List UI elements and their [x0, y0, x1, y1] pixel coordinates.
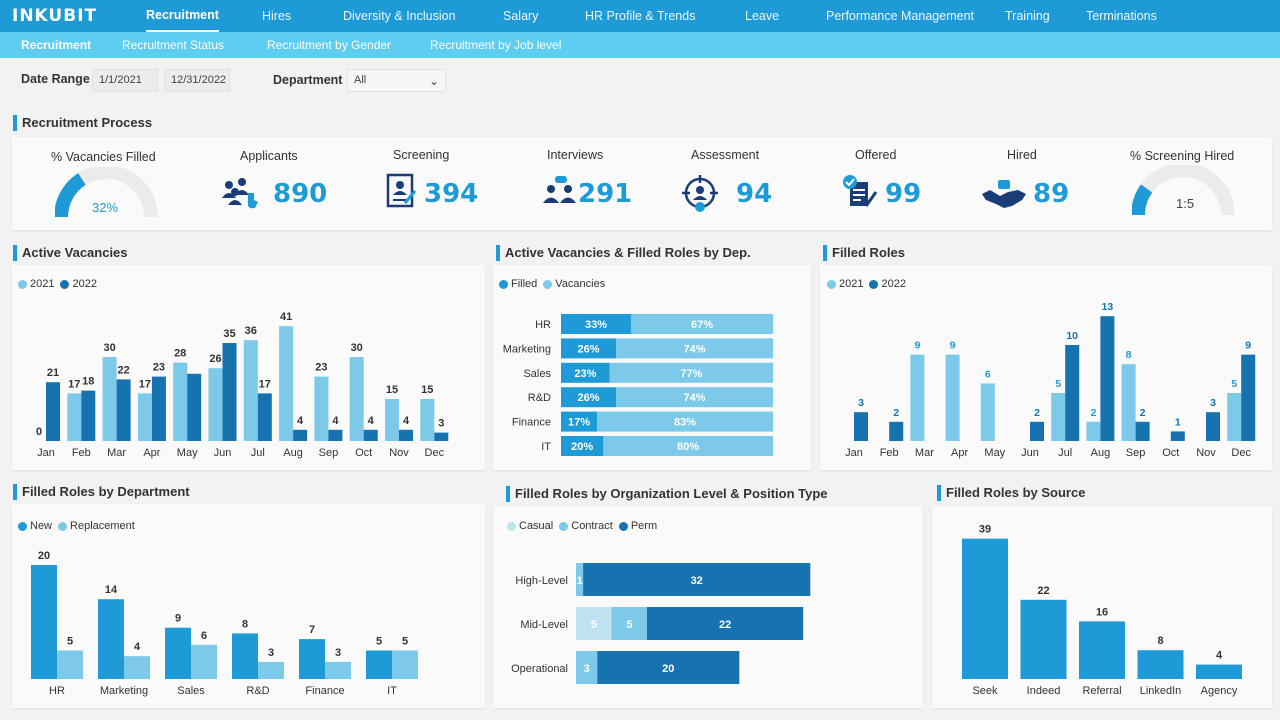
hired-label: Hired [1007, 148, 1037, 162]
subnav-recruitment-by-job-level[interactable]: Recruitment by Job level [430, 38, 562, 52]
legend-dot-replacement [58, 521, 68, 531]
assessment-value: 94 [736, 179, 773, 209]
department-select[interactable]: All ⌄ [347, 69, 446, 92]
nav-terminations[interactable]: Terminations [1086, 9, 1157, 23]
offered-label: Offered [855, 148, 897, 162]
legend-dot-2021 [827, 279, 836, 289]
screening-icon [386, 173, 417, 208]
interviews-label: Interviews [547, 148, 604, 162]
interviews-icon [543, 176, 576, 203]
end-date-input[interactable]: 12/31/2022 [164, 69, 230, 92]
vacancies-filled-value: 32% [92, 200, 119, 215]
brand-logo: INKUBIT [12, 6, 98, 26]
nav-recruitment[interactable]: Recruitment [146, 0, 219, 32]
offered-value: 99 [885, 179, 922, 209]
screening-hired-label: % Screening Hired [1130, 149, 1235, 163]
active-vacancies-title: Active Vacancies [13, 245, 128, 261]
legend-dot-new [18, 521, 27, 531]
applicants-icon [222, 178, 258, 209]
chevron-down-icon: ⌄ [428, 74, 439, 88]
legend-dot-vacancies [543, 279, 553, 289]
screening-label: Screening [393, 148, 450, 162]
filled-roles-panel [820, 265, 1272, 470]
legend-label-2022: 2022 [72, 278, 97, 290]
nav-performance-management[interactable]: Performance Management [826, 9, 974, 23]
subnav-recruitment-status[interactable]: Recruitment Status [122, 38, 225, 52]
filled-by-department-panel [12, 504, 485, 708]
offered-icon [843, 175, 878, 207]
applicants-label: Applicants [240, 149, 298, 163]
handshake-icon [982, 180, 1026, 208]
date-range-label: Date Range [21, 72, 90, 86]
subnav-recruitment-by-gender[interactable]: Recruitment by Gender [267, 38, 392, 52]
top-nav: INKUBIT Recruitment Hires Diversity & In… [0, 0, 1280, 32]
subnav-recruitment[interactable]: Recruitment [21, 38, 92, 52]
nav-leave[interactable]: Leave [745, 9, 780, 23]
nav-salary[interactable]: Salary [503, 9, 539, 23]
legend-label-casual: Casual [519, 520, 554, 532]
applicants-value: 890 [273, 179, 328, 209]
filled-by-source-title: Filled Roles by Source [937, 485, 1085, 501]
filled-by-org-level-title: Filled Roles by Organization Level & Pos… [506, 486, 828, 502]
interviews-value: 291 [578, 179, 633, 209]
screening-hired-gauge [1132, 165, 1234, 216]
start-date-input[interactable]: 1/1/2021 [92, 69, 158, 92]
legend-label-2021: 2021 [30, 278, 55, 290]
assessment-label: Assessment [691, 148, 760, 162]
vacancies-by-dep-panel [493, 265, 811, 470]
vacancies-filled-label: % Vacancies Filled [51, 150, 156, 164]
recruitment-process-title: Recruitment Process [13, 115, 152, 131]
screening-value: 394 [424, 179, 479, 209]
nav-hires[interactable]: Hires [262, 9, 292, 23]
filled-roles-title: Filled Roles [823, 245, 905, 261]
vacancies-filled-gauge [55, 167, 157, 218]
nav-hr-profile-trends[interactable]: HR Profile & Trends [585, 9, 696, 23]
screening-hired-value: 1:5 [1176, 196, 1195, 211]
filled-roles-legend: 2021 2022 [827, 278, 912, 290]
filled-by-department-title: Filled Roles by Department [13, 484, 190, 500]
legend-label-new: New [30, 520, 53, 532]
kpi-panel: % Vacancies Filled 32% Applicants 890 Sc… [12, 137, 1272, 230]
vacancies-by-dep-title: Active Vacancies & Filled Roles by Dep. [496, 245, 751, 261]
legend-dot-contract [559, 521, 569, 531]
legend-label-perm: Perm [630, 520, 658, 532]
department-label: Department [273, 73, 343, 87]
legend-dot-filled [499, 279, 508, 289]
department-select-value: All [354, 74, 367, 86]
filled-by-department-legend: New Replacement [18, 520, 141, 532]
gauge-fill [1132, 184, 1153, 216]
filled-by-org-level-legend: Casual Contract Perm [507, 520, 663, 532]
nav-diversity-inclusion[interactable]: Diversity & Inclusion [343, 9, 456, 23]
gauge-fill [55, 173, 86, 218]
legend-label-filled: Filled [511, 278, 538, 290]
legend-dot-casual [507, 521, 516, 531]
legend-label-2021: 2021 [839, 278, 864, 290]
active-vacancies-legend: 2021 2022 [18, 278, 103, 290]
filled-by-org-level-panel [493, 506, 923, 708]
assessment-icon [682, 175, 718, 212]
legend-dot-2021 [18, 279, 27, 289]
legend-label-replacement: Replacement [70, 520, 135, 532]
legend-label-vacancies: Vacancies [555, 278, 606, 290]
legend-dot-perm [618, 521, 628, 531]
nav-training[interactable]: Training [1005, 9, 1050, 23]
legend-label-contract: Contract [571, 520, 613, 532]
filled-by-source-panel [932, 506, 1272, 708]
sub-nav: Recruitment Recruitment Status Recruitme… [0, 32, 1280, 58]
vacancies-by-dep-legend: Filled Vacancies [499, 278, 611, 290]
legend-label-2022: 2022 [881, 278, 906, 290]
hired-value: 89 [1033, 179, 1070, 209]
legend-dot-2022 [869, 279, 879, 289]
legend-dot-2022 [60, 279, 70, 289]
